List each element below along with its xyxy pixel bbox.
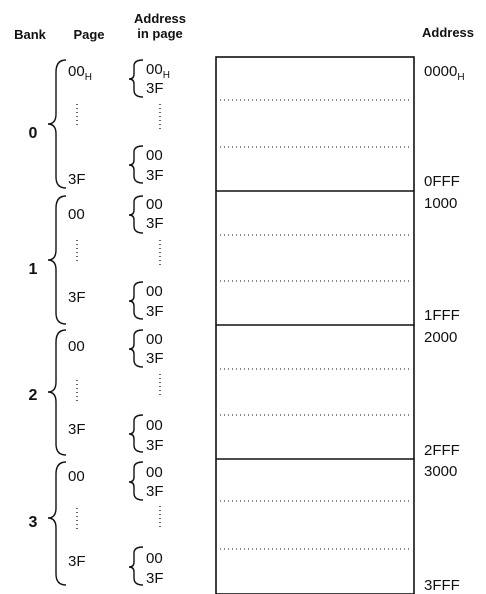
- page-end-offset: 3F: [146, 80, 164, 97]
- page-end-offset: 3F: [146, 215, 164, 232]
- last-page: 3F: [68, 171, 86, 188]
- page-start-offset: 00: [146, 464, 163, 481]
- page-end-offset: 3F: [146, 350, 164, 367]
- bank-number: 2: [29, 387, 38, 404]
- first-page-offset-brace: [128, 195, 144, 234]
- first-page: 00H: [68, 63, 92, 83]
- bank-3-group: 3 00 3F 00 3F 00 3F 3000 3FFF: [29, 461, 460, 594]
- page-start-offset: 00: [146, 196, 163, 213]
- bank-2-group: 2 00 3F 00 3F 00 3F 2000 2FFF: [29, 329, 460, 459]
- header-address-in-page-line2: in page: [137, 26, 183, 41]
- first-page: 00: [68, 206, 85, 223]
- last-page: 3F: [68, 421, 86, 438]
- bank-number: 0: [29, 125, 38, 142]
- first-page: 00: [68, 468, 85, 485]
- last-page-start-offset: 00: [146, 147, 163, 164]
- bank-number: 1: [29, 261, 38, 278]
- last-page-offset-brace: [128, 546, 144, 586]
- bank-pages-brace: [47, 329, 67, 456]
- last-page: 3F: [68, 553, 86, 570]
- bank-start-address: 3000: [424, 463, 457, 480]
- last-page-end-offset: 3F: [146, 303, 164, 320]
- last-page: 3F: [68, 289, 86, 306]
- bank-pages-brace: [47, 461, 67, 586]
- first-page-offset-brace: [128, 59, 144, 98]
- first-page-offset-brace: [128, 461, 144, 501]
- last-page-end-offset: 3F: [146, 167, 164, 184]
- last-page-start-offset: 00: [146, 550, 163, 567]
- first-page: 00: [68, 338, 85, 355]
- header-page: Page: [73, 27, 104, 42]
- last-page-start-offset: 00: [146, 417, 163, 434]
- page-start-offset: 00: [146, 331, 163, 348]
- last-page-offset-brace: [128, 145, 144, 184]
- last-page-offset-brace: [128, 414, 144, 453]
- last-page-end-offset: 3F: [146, 570, 164, 587]
- bank-end-address: 2FFF: [424, 442, 460, 459]
- bank-start-address: 2000: [424, 329, 457, 346]
- header-address-in-page-line1: Address: [134, 11, 186, 26]
- bank-pages-brace: [47, 59, 67, 189]
- bank-end-address: 3FFF: [424, 577, 460, 594]
- bank-pages-brace: [47, 195, 67, 325]
- bank-end-address: 0FFF: [424, 173, 460, 190]
- bank-start-address: 0000H: [424, 63, 465, 83]
- header-address: Address: [422, 25, 474, 40]
- header-bank: Bank: [14, 27, 47, 42]
- bank-1-group: 1 00 3F 00 3F 00 3F 1000 1FFF: [29, 195, 460, 325]
- bank-0-group: 0 00H 3F 00H 3F 00 3F 0000H 0FFF: [29, 59, 465, 190]
- first-page-offset-brace: [128, 329, 144, 368]
- page-start-offset: 00H: [146, 61, 170, 81]
- bank-number: 3: [29, 514, 38, 531]
- bank-end-address: 1FFF: [424, 307, 460, 324]
- last-page-end-offset: 3F: [146, 437, 164, 454]
- page-end-offset: 3F: [146, 483, 164, 500]
- bank-start-address: 1000: [424, 195, 457, 212]
- last-page-start-offset: 00: [146, 283, 163, 300]
- last-page-offset-brace: [128, 281, 144, 320]
